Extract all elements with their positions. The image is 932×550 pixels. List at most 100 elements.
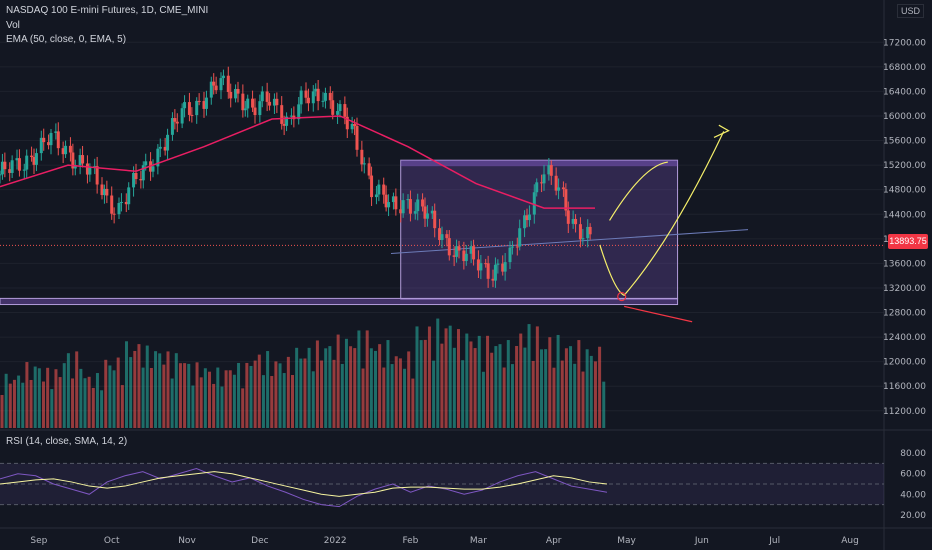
candle-body — [10, 160, 14, 173]
candle-body — [275, 98, 279, 106]
volume-bar — [282, 373, 286, 428]
candle-body — [350, 123, 354, 130]
candle-body — [316, 88, 320, 102]
volume-bar — [552, 367, 556, 428]
candle-body — [124, 201, 128, 205]
arrowhead-up — [713, 124, 730, 139]
candle-body — [532, 192, 536, 215]
candle-body — [73, 165, 77, 169]
volume-bar — [104, 359, 108, 428]
ema-legend[interactable]: EMA (50, close, 0, EMA, 5) — [6, 34, 127, 45]
volume-bar — [108, 365, 112, 428]
candle-body — [170, 118, 174, 135]
candle-body — [581, 238, 585, 240]
projection-arrow-small — [609, 161, 668, 221]
volume-bar — [403, 368, 407, 428]
candle-body — [141, 165, 145, 181]
volume-bar — [303, 358, 307, 428]
candle-body — [355, 126, 359, 150]
time-tick-label: Mar — [470, 536, 487, 546]
rsi-tick-label: 40.00 — [900, 490, 926, 500]
volume-bar — [21, 382, 25, 428]
volume-bar — [494, 346, 498, 428]
candle-body — [503, 262, 507, 272]
candle-body — [163, 146, 167, 151]
volume-bar — [266, 351, 270, 428]
volume-bar — [315, 340, 319, 428]
candle-body — [234, 88, 238, 99]
volume-bar — [311, 371, 315, 428]
candle-body — [253, 107, 257, 116]
volume-bar — [120, 385, 124, 428]
volume-bar — [17, 375, 21, 428]
volume-bar — [100, 390, 104, 428]
candle-body — [156, 148, 160, 167]
volume-bar — [241, 388, 245, 428]
candle-body — [221, 75, 225, 79]
volume-bar — [573, 363, 577, 428]
volume-bar — [137, 344, 141, 428]
time-tick-label: Sep — [30, 536, 47, 546]
time-tick-label: Jul — [768, 536, 780, 546]
candle-body — [406, 199, 410, 201]
candle-body — [433, 210, 437, 229]
price-tick-label: 13600.00 — [883, 259, 926, 269]
candle-body — [493, 264, 497, 281]
candle-body — [258, 101, 262, 116]
symbol-legend[interactable]: NASDAQ 100 E-mini Futures, 1D, CME_MINI — [6, 5, 209, 16]
rsi-legend[interactable]: RSI (14, close, SMA, 14, 2) — [6, 436, 128, 447]
volume-bar — [336, 334, 340, 428]
candle-body — [353, 123, 357, 127]
candle-body — [175, 121, 179, 124]
volume-legend[interactable]: Vol — [6, 20, 20, 31]
volume-bar — [344, 338, 348, 428]
volume-bar — [116, 357, 120, 428]
volume-bar — [374, 350, 377, 428]
candle-body — [144, 161, 148, 166]
volume-bar — [29, 379, 33, 428]
candle-body — [260, 91, 264, 102]
volume-bar — [415, 326, 419, 428]
range-box-top-band — [400, 160, 678, 167]
candle-body — [173, 118, 177, 122]
candle-body — [314, 88, 318, 92]
volume-bar — [577, 340, 581, 428]
candle-body — [78, 155, 82, 166]
volume-bar — [249, 365, 253, 428]
candle-body — [561, 187, 565, 190]
candle-body — [484, 263, 488, 265]
candle-body — [345, 116, 349, 130]
volume-bar — [564, 348, 568, 428]
candle-body — [578, 224, 582, 240]
volume-bar — [170, 378, 174, 428]
candle-body — [438, 228, 442, 240]
candle-body — [557, 187, 561, 191]
candle-body — [0, 174, 2, 176]
price-tick-label: 15200.00 — [883, 161, 926, 171]
candle-body — [127, 187, 131, 205]
volume-bar — [75, 351, 79, 428]
candle-body — [464, 253, 468, 262]
candle-body — [525, 215, 529, 221]
candle-body — [285, 116, 289, 126]
volume-bar — [556, 334, 560, 428]
candle-body — [508, 247, 512, 263]
candle-body — [549, 165, 553, 176]
candle-body — [30, 155, 34, 158]
volume-bar — [257, 354, 261, 428]
volume-bar — [340, 363, 344, 428]
candle-body — [243, 108, 247, 111]
candle-body — [197, 100, 201, 102]
candle-body — [8, 169, 12, 173]
volume-bar — [486, 335, 490, 428]
time-tick-label: 2022 — [324, 536, 347, 546]
volume-bar — [125, 341, 128, 428]
target-circle — [617, 291, 627, 302]
price-tick-label: 14400.00 — [883, 210, 926, 220]
rsi-tick-label: 20.00 — [900, 511, 926, 521]
candle-body — [32, 157, 36, 165]
volume-bar — [133, 350, 137, 428]
time-tick-label: Apr — [546, 536, 562, 546]
candle-body — [183, 102, 187, 109]
